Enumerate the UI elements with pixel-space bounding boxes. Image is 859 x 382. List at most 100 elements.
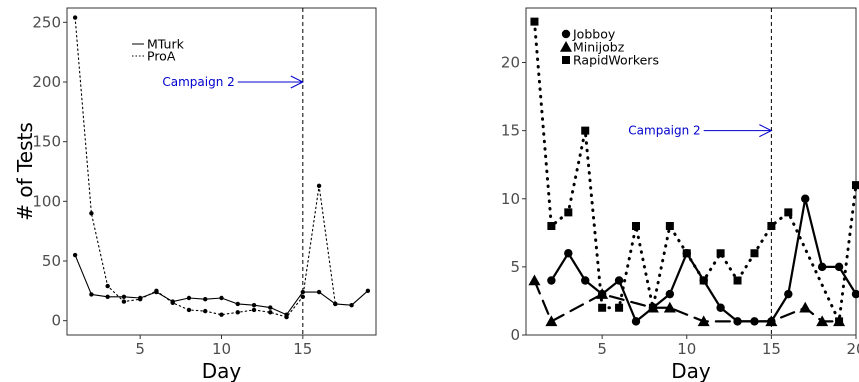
y-tick-label: 0 (510, 326, 520, 344)
data-point (105, 283, 110, 289)
legend-entry: MTurk (132, 37, 185, 52)
y-tick-label: 100 (32, 192, 61, 210)
series-proa (72, 15, 338, 320)
data-point (834, 262, 844, 272)
data-point (631, 317, 641, 326)
x-tick-label: 10 (212, 340, 231, 358)
data-point (349, 302, 354, 308)
data-point (852, 181, 859, 190)
data-point (72, 252, 78, 258)
data-point (530, 17, 539, 26)
legend-entry: Jobboy (561, 27, 616, 42)
chart-right: 5 10 15 20 0 5 10 15 20 Day Campaign 2 JobboyMinijo… (501, 7, 859, 382)
legend-label: Jobboy (572, 27, 616, 42)
data-point (851, 289, 859, 299)
data-point (835, 317, 844, 326)
y-tick-label: 20 (501, 54, 520, 72)
data-point (817, 262, 827, 272)
data-point (801, 194, 810, 203)
data-point (598, 303, 607, 312)
x-axis-title: Day (202, 359, 242, 382)
series-rapidworkers (530, 17, 859, 326)
series-line (74, 16, 336, 318)
data-point (235, 301, 240, 307)
data-point (219, 312, 224, 317)
data-point (137, 296, 143, 302)
data-point (564, 208, 573, 217)
data-point (733, 276, 742, 285)
series-minijobz (528, 274, 846, 327)
data-point (699, 276, 708, 285)
series-line (550, 197, 858, 323)
y-tick-label: 200 (32, 73, 61, 91)
y-tick-label: 50 (42, 252, 61, 270)
data-point (89, 211, 94, 216)
data-point (72, 15, 78, 20)
y-tick-label: 250 (32, 13, 61, 31)
data-point (268, 310, 273, 315)
data-point (799, 301, 812, 313)
data-point (632, 222, 640, 230)
x-tick-label: 5 (597, 340, 607, 358)
data-point (765, 315, 778, 327)
series-line (74, 254, 369, 316)
data-point (203, 308, 208, 314)
series-jobboy (547, 194, 859, 326)
data-point (648, 303, 657, 312)
data-point (300, 294, 306, 300)
data-point (663, 301, 676, 313)
data-point (528, 274, 541, 286)
data-point (784, 289, 793, 299)
data-point (682, 249, 691, 258)
plot-frame (66, 7, 377, 336)
legend-entry: ProA (132, 49, 176, 64)
data-point (562, 56, 570, 64)
data-point (716, 303, 725, 312)
x-tick-label: 20 (846, 340, 859, 358)
data-point (186, 307, 192, 313)
legend-entry: Minijobz (560, 40, 625, 55)
data-point (750, 249, 759, 258)
data-point (121, 294, 127, 300)
data-point (581, 126, 590, 135)
x-tick-label: 5 (135, 340, 145, 358)
data-point (596, 288, 609, 299)
data-point (750, 317, 759, 326)
data-point (767, 222, 776, 230)
x-axis-title: Day (671, 359, 711, 382)
legend-label: ProA (147, 49, 176, 64)
data-point (560, 41, 572, 52)
data-point (170, 300, 175, 305)
data-point (547, 276, 556, 285)
data-point (816, 315, 829, 327)
data-point (365, 288, 371, 294)
data-point (300, 289, 306, 295)
y-tick-label: 5 (510, 258, 520, 276)
x-tick-label: 10 (677, 340, 696, 358)
series-mturk (72, 252, 371, 317)
data-point (581, 276, 590, 285)
data-point (105, 294, 110, 300)
data-point (716, 249, 725, 258)
legend-entry: RapidWorkers (562, 53, 659, 68)
data-point (203, 296, 208, 302)
annotation-label: Campaign 2 (628, 124, 700, 138)
data-point (121, 299, 127, 304)
annotation-label: Campaign 2 (162, 75, 234, 89)
data-point (665, 222, 674, 230)
data-point (665, 289, 675, 299)
y-axis-title: # of Tests (13, 122, 37, 221)
annotation-arrow-head (759, 124, 773, 138)
data-point (316, 289, 322, 295)
data-point (219, 295, 224, 301)
data-point (564, 249, 573, 258)
data-point (186, 295, 192, 301)
data-point (251, 307, 257, 313)
y-tick-label: 0 (51, 312, 61, 330)
data-point (284, 314, 289, 320)
series-line (533, 279, 841, 323)
plot-frame (525, 7, 857, 336)
data-point (316, 183, 322, 189)
x-tick-label: 15 (293, 340, 312, 358)
